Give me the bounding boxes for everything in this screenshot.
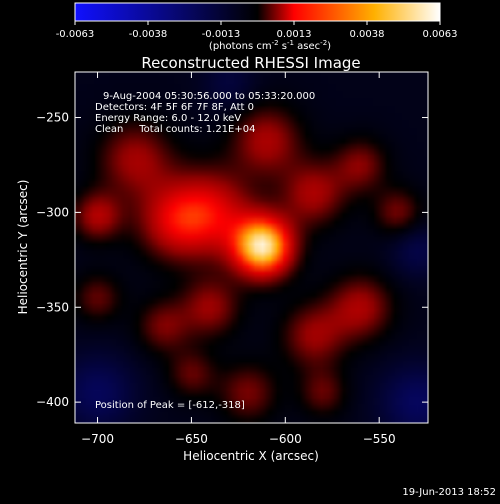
x-axis-label: Heliocentric X (arcsec) bbox=[183, 449, 319, 463]
x-tick-label: −550 bbox=[363, 432, 396, 446]
annotation-energy-range: Energy Range: 6.0 - 12.0 keV bbox=[95, 113, 241, 124]
colorbar-tick-label: 0.0038 bbox=[350, 29, 385, 40]
annotation-time-range: 9-Aug-2004 05:30:56.000 to 05:33:20.000 bbox=[103, 91, 315, 102]
x-tick-label: −650 bbox=[175, 432, 208, 446]
y-tick-label: −250 bbox=[36, 111, 69, 125]
y-tick-label: −300 bbox=[36, 205, 69, 219]
heatmap-image bbox=[75, 72, 428, 423]
axes-ticks: −700 −650 −600 −550 −250 −300 −350 −400 bbox=[36, 72, 428, 446]
y-axis-label: Heliocentric Y (arcsec) bbox=[16, 180, 30, 315]
colorbar-ticks: -0.0063 -0.0038 -0.0013 0.0013 0.0038 0.0063 bbox=[56, 21, 458, 40]
annotation-clean-counts: Clean Total counts: 1.21E+04 bbox=[95, 124, 255, 135]
colorbar-tick-label: 0.0063 bbox=[423, 29, 458, 40]
colorbar-tick-label: -0.0038 bbox=[129, 29, 168, 40]
annotation-peak-position: Position of Peak = [-612,-318] bbox=[95, 400, 245, 411]
colorbar-tick-label: -0.0013 bbox=[202, 29, 241, 40]
annotation-detectors: Detectors: 4F 5F 6F 7F 8F, Att 0 bbox=[95, 102, 254, 113]
colorbar-tick-label: -0.0063 bbox=[56, 29, 95, 40]
colorbar bbox=[74, 2, 441, 22]
colorbar-units-label: (photons cm-2 s-1 asec-2) bbox=[209, 39, 331, 52]
x-tick-label: −600 bbox=[269, 432, 302, 446]
x-tick-label: −700 bbox=[81, 432, 114, 446]
plot-frame bbox=[74, 71, 429, 424]
y-tick-label: −400 bbox=[36, 395, 69, 409]
colorbar-tick-label: 0.0013 bbox=[277, 29, 312, 40]
footer-timestamp: 19-Jun-2013 18:52 bbox=[402, 487, 496, 498]
chart-title: Reconstructed RHESSI Image bbox=[141, 54, 360, 72]
y-tick-label: −350 bbox=[36, 300, 69, 314]
